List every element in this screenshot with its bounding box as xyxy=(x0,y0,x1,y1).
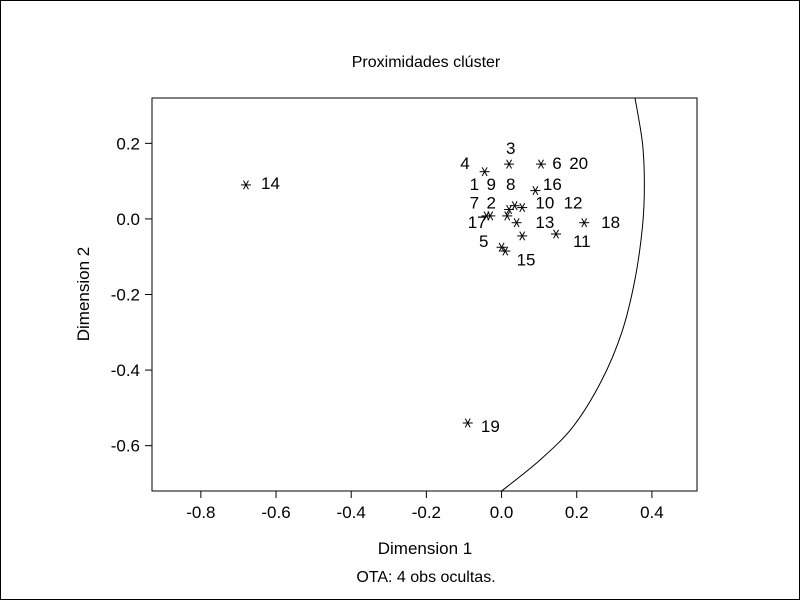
x-tick-label: -0.4 xyxy=(337,503,366,522)
scatter-point xyxy=(240,180,251,190)
footnote: OTA: 4 obs ocultas. xyxy=(356,569,495,586)
scatter-point xyxy=(500,246,511,256)
point-label: 6 xyxy=(552,154,561,173)
scatter-point xyxy=(536,159,547,169)
point-label: 1 xyxy=(470,175,479,194)
point-label: 14 xyxy=(261,174,280,193)
y-tick-label: -0.6 xyxy=(111,437,140,456)
x-tick-label: 0.2 xyxy=(565,503,589,522)
point-label: 7 xyxy=(470,194,479,213)
point-label: 5 xyxy=(479,232,488,251)
point-label: 19 xyxy=(481,417,500,436)
point-label: 16 xyxy=(543,175,562,194)
scatter-point xyxy=(502,211,513,221)
scatter-point xyxy=(485,211,496,221)
point-label: 12 xyxy=(564,194,583,213)
point-label: 17 xyxy=(468,213,487,232)
point-label: 18 xyxy=(601,213,620,232)
point-label: 8 xyxy=(506,175,515,194)
scatter-point xyxy=(517,202,528,213)
chart-title: Proximidades clúster xyxy=(352,54,501,71)
points-layer xyxy=(240,159,590,428)
point-label: 2 xyxy=(487,194,496,213)
x-tick-label: 0.0 xyxy=(490,503,514,522)
point-label: 15 xyxy=(517,251,536,270)
y-tick-label: -0.4 xyxy=(111,361,140,380)
scatter-point xyxy=(496,242,507,252)
scatter-point xyxy=(530,185,541,196)
plot-area xyxy=(151,97,698,492)
x-tick-label: -0.8 xyxy=(186,503,215,522)
scatter-point xyxy=(517,231,528,241)
x-tick-label: -0.6 xyxy=(261,503,290,522)
scatter-point xyxy=(479,167,490,177)
axis-ticks: -0.8 -0.6 -0.4 -0.2 0.0 0.2 0.4 0.2 0.0 -0.2 -0.4 -… xyxy=(111,134,664,522)
boundary-curve-layer xyxy=(501,97,645,492)
point-label: 20 xyxy=(569,154,588,173)
x-axis-label: Dimension 1 xyxy=(378,539,473,558)
point-label: 3 xyxy=(506,139,515,158)
scatter-point xyxy=(462,418,473,428)
y-tick-label: 0.2 xyxy=(116,134,140,153)
x-tick-label: 0.4 xyxy=(640,503,664,522)
point-label: 10 xyxy=(535,194,554,213)
scatter-point xyxy=(504,159,515,169)
scatter-point xyxy=(504,204,515,215)
point-label: 9 xyxy=(487,175,496,194)
scatter-point xyxy=(551,229,562,239)
x-tick-label: -0.2 xyxy=(412,503,441,522)
scatter-point xyxy=(579,218,590,228)
point-label: 11 xyxy=(573,232,591,251)
point-label: 13 xyxy=(535,213,554,232)
y-tick-label: -0.2 xyxy=(111,286,140,305)
point-label: 4 xyxy=(460,154,469,173)
y-axis-label: Dimension 2 xyxy=(74,247,93,342)
boundary-curve xyxy=(501,97,645,492)
scatter-point xyxy=(511,218,522,228)
y-tick-label: 0.0 xyxy=(116,210,140,229)
